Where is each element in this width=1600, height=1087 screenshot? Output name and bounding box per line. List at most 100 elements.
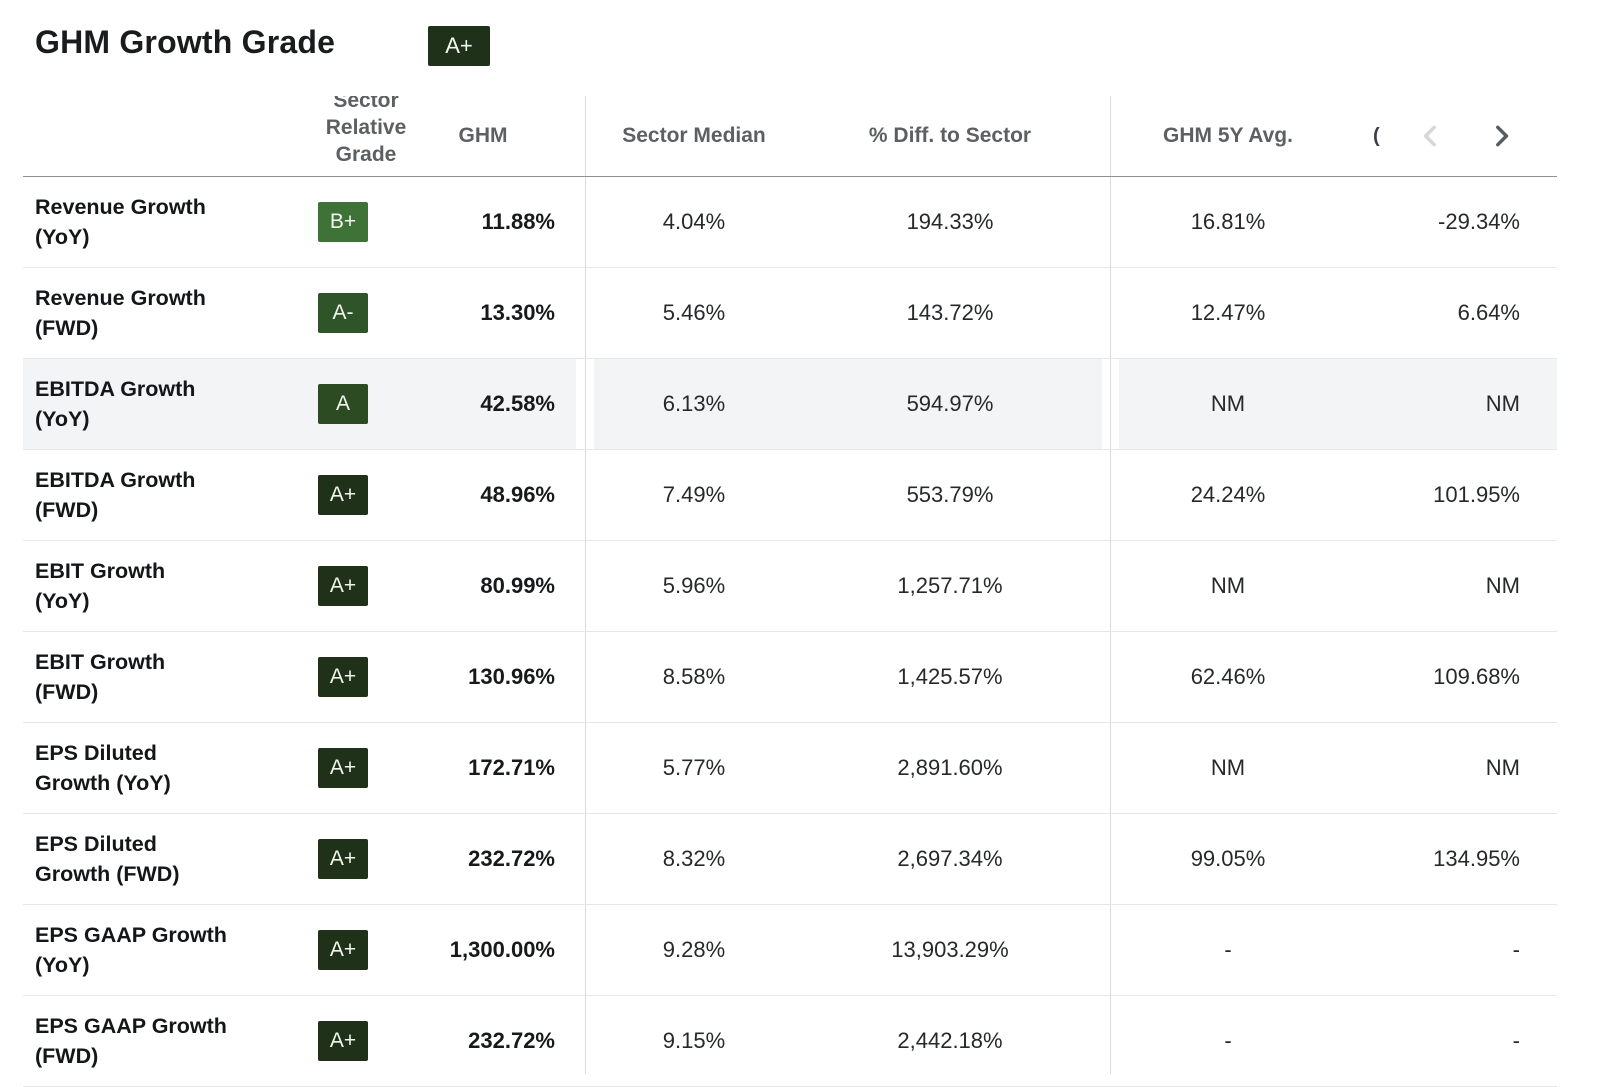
metric-label-line1: EPS GAAP Growth <box>35 1014 227 1038</box>
ghm-value: 13.30% <box>480 300 555 325</box>
sector-median-value: 9.15% <box>662 1028 726 1053</box>
table-row: EPS Diluted Growth (FWD) A+ 232.72% 8.32… <box>23 814 1557 905</box>
ghm-5y-avg-value: NM <box>1210 391 1246 416</box>
metric-label-line2: (YoY) <box>35 953 90 977</box>
metric-label: Revenue Growth (FWD) <box>35 268 315 358</box>
diff-to-sector-value: 553.79% <box>906 482 994 507</box>
table-row: EPS GAAP Growth (YoY) A+ 1,300.00% 9.28%… <box>23 905 1557 996</box>
header-text: Relative <box>325 116 407 139</box>
grade-badge: A <box>318 384 368 424</box>
header-ghm-5y-avg: GHM 5Y Avg. <box>1163 124 1293 147</box>
chevron-left-icon[interactable] <box>1415 120 1447 152</box>
diff-to-sector-value: 13,903.29% <box>891 937 1009 962</box>
next-column-value: NM <box>1485 391 1520 416</box>
ghm-value: 232.72% <box>468 846 555 871</box>
metric-label-line2: (YoY) <box>35 407 90 431</box>
metric-label-line2: (FWD) <box>35 1044 99 1068</box>
metric-label: EPS GAAP Growth (FWD) <box>35 996 315 1086</box>
row-background <box>1119 359 1557 449</box>
table-row: Revenue Growth (FWD) A- 13.30% 5.46% 143… <box>23 268 1557 359</box>
overall-grade-badge: A+ <box>428 26 490 66</box>
header-sector-median: Sector Median <box>622 124 766 147</box>
ghm-value: 130.96% <box>468 664 555 689</box>
metric-label-line1: EBIT Growth <box>35 559 166 583</box>
next-column-value: NM <box>1485 573 1520 598</box>
metric-label-line2: (FWD) <box>35 316 99 340</box>
next-column-value: -29.34% <box>1438 209 1520 234</box>
sector-median-value: 7.49% <box>662 482 726 507</box>
ghm-value: 11.88% <box>481 209 555 234</box>
grade-badge: A- <box>318 293 368 333</box>
table-row: EBITDA Growth (FWD) A+ 48.96% 7.49% 553.… <box>23 450 1557 541</box>
sector-median-value: 5.46% <box>662 300 726 325</box>
metric-label-line1: EBITDA Growth <box>35 377 196 401</box>
sector-median-value: 9.28% <box>662 937 726 962</box>
header-ghm: GHM <box>458 124 508 147</box>
header-text: Sector <box>333 96 399 112</box>
metric-label-line1: EBITDA Growth <box>35 468 196 492</box>
growth-grade-table: Sector Relative Grade GHM Sector Median … <box>23 96 1557 1087</box>
column-divider <box>1110 96 1111 1074</box>
page-title: GHM Growth Grade <box>35 24 336 60</box>
metric-label-line2: Growth (FWD) <box>35 862 180 886</box>
header-text: Grade <box>335 143 397 166</box>
diff-to-sector-value: 2,697.34% <box>897 846 1003 871</box>
next-column-value: 101.95% <box>1433 482 1520 507</box>
ghm-5y-avg-value: 24.24% <box>1190 482 1266 507</box>
metric-label: EPS Diluted Growth (FWD) <box>35 814 315 904</box>
next-column-value: 109.68% <box>1433 664 1520 689</box>
next-column-value: 6.64% <box>1457 300 1520 325</box>
ghm-5y-avg-value: - <box>1224 1028 1232 1053</box>
next-column-value: - <box>1512 1028 1520 1053</box>
ghm-value: 1,300.00% <box>449 937 555 962</box>
metric-label-line1: EPS Diluted <box>35 832 157 856</box>
table-row: EBIT Growth (YoY) A+ 80.99% 5.96% 1,257.… <box>23 541 1557 632</box>
metric-label: EBIT Growth (YoY) <box>35 541 315 631</box>
header-sector-relative-grade: Sector Relative Grade <box>288 96 444 176</box>
diff-to-sector-value: 143.72% <box>906 300 994 325</box>
grade-badge: B+ <box>318 202 368 242</box>
sector-median-value: 5.96% <box>662 573 726 598</box>
metric-label-line1: EPS GAAP Growth <box>35 923 227 947</box>
diff-to-sector-value: 1,425.57% <box>897 664 1003 689</box>
grade-badge: A+ <box>318 839 368 879</box>
ghm-5y-avg-value: NM <box>1210 755 1246 780</box>
table-row: EPS Diluted Growth (YoY) A+ 172.71% 5.77… <box>23 723 1557 814</box>
table-body: Revenue Growth (YoY) B+ 11.88% 4.04% 194… <box>23 177 1557 1087</box>
grade-badge: A+ <box>318 748 368 788</box>
sector-median-value: 6.13% <box>662 391 726 416</box>
diff-to-sector-value: 594.97% <box>906 391 994 416</box>
next-column-value: 134.95% <box>1433 846 1520 871</box>
ghm-value: 48.96% <box>480 482 555 507</box>
chevron-right-icon[interactable] <box>1485 120 1517 152</box>
diff-to-sector-value: 2,891.60% <box>897 755 1003 780</box>
sector-median-value: 8.32% <box>662 846 726 871</box>
metric-label: EPS GAAP Growth (YoY) <box>35 905 315 995</box>
next-column-value: - <box>1512 937 1520 962</box>
metric-label-line2: (FWD) <box>35 498 99 522</box>
grade-badge: A+ <box>318 566 368 606</box>
ghm-5y-avg-value: 12.47% <box>1190 300 1266 325</box>
metric-label-line1: Revenue Growth <box>35 195 206 219</box>
column-divider <box>585 96 586 1074</box>
metric-label: Revenue Growth (YoY) <box>35 177 315 267</box>
table-row: EBITDA Growth (YoY) A 42.58% 6.13% 594.9… <box>23 359 1557 450</box>
ghm-5y-avg-value: 16.81% <box>1190 209 1266 234</box>
sector-median-value: 8.58% <box>662 664 726 689</box>
table-row: EPS GAAP Growth (FWD) A+ 232.72% 9.15% 2… <box>23 996 1557 1087</box>
metric-label-line1: Revenue Growth <box>35 286 206 310</box>
diff-to-sector-value: 2,442.18% <box>897 1028 1003 1053</box>
metric-label: EBITDA Growth (YoY) <box>35 359 315 449</box>
metric-label: EBIT Growth (FWD) <box>35 632 315 722</box>
row-background <box>594 359 1102 449</box>
diff-to-sector-value: 1,257.71% <box>897 573 1003 598</box>
metric-label: EPS Diluted Growth (YoY) <box>35 723 315 813</box>
table-row: Revenue Growth (YoY) B+ 11.88% 4.04% 194… <box>23 177 1557 268</box>
grade-badge: A+ <box>318 930 368 970</box>
ghm-5y-avg-value: 99.05% <box>1190 846 1266 871</box>
metric-label-line2: Growth (YoY) <box>35 771 171 795</box>
ghm-value: 232.72% <box>468 1028 555 1053</box>
header-diff-to-sector: % Diff. to Sector <box>868 124 1032 147</box>
grade-badge: A+ <box>318 475 368 515</box>
ghm-5y-avg-value: NM <box>1210 573 1246 598</box>
